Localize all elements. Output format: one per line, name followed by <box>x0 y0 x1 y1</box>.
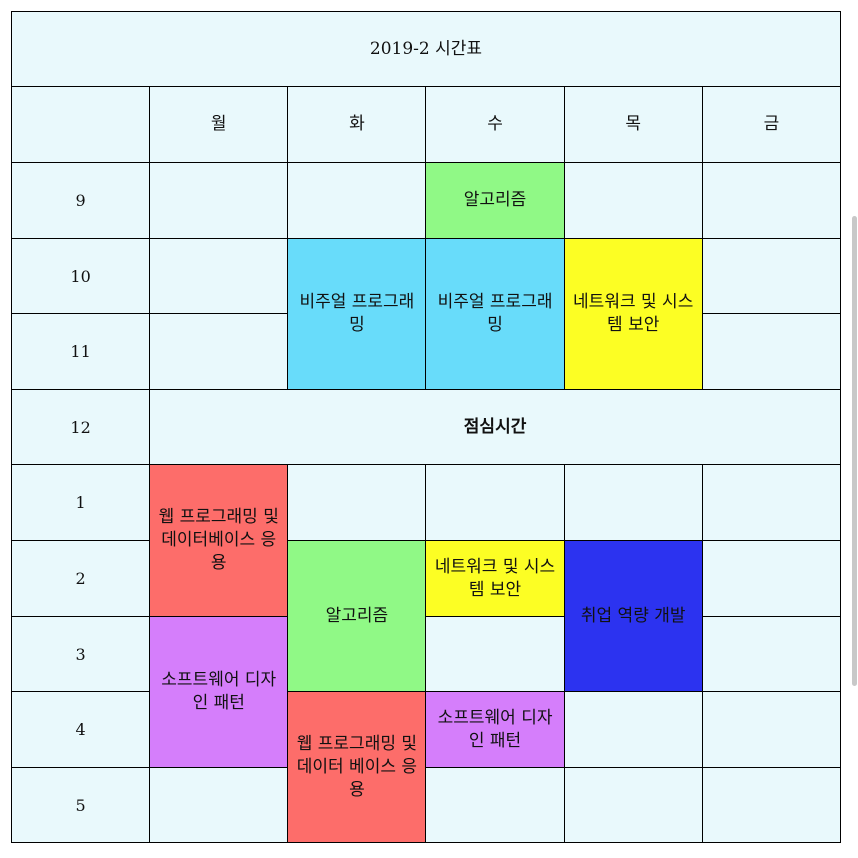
period-9: 9 <box>10 162 151 239</box>
class-design-pattern: 소프트웨어 디자인 패턴 <box>425 691 565 768</box>
lunch-break: 점심시간 <box>149 389 841 465</box>
class-career-development: 취업 역량 개발 <box>563 540 703 692</box>
class-algorithm: 알고리즘 <box>287 540 427 692</box>
class-web-programming: 웹 프로그래밍 및 데이터 베이스 응용 <box>287 691 427 843</box>
period-5: 5 <box>10 767 151 843</box>
day-header-mon: 월 <box>149 86 289 163</box>
empty-cell <box>425 464 565 541</box>
class-network-security: 네트워크 및 시스템 보안 <box>425 540 565 617</box>
empty-cell <box>563 464 703 541</box>
corner-cell <box>10 86 151 163</box>
class-web-programming: 웹 프로그래밍 및 데이터베이스 응용 <box>149 464 289 617</box>
day-header-thu: 목 <box>563 86 703 163</box>
empty-cell <box>701 767 842 843</box>
empty-cell <box>701 691 842 768</box>
empty-cell <box>563 162 703 239</box>
period-2: 2 <box>10 540 151 617</box>
empty-cell <box>563 691 703 768</box>
period-10: 10 <box>10 238 151 314</box>
empty-cell <box>149 767 289 843</box>
empty-cell <box>701 540 842 617</box>
period-1: 1 <box>10 464 151 541</box>
empty-cell <box>425 616 565 692</box>
class-algorithm: 알고리즘 <box>425 162 565 239</box>
period-11: 11 <box>10 313 151 390</box>
period-12: 12 <box>10 389 151 465</box>
empty-cell <box>701 238 842 314</box>
day-header-wed: 수 <box>425 86 565 163</box>
empty-cell <box>287 162 427 239</box>
empty-cell <box>149 238 289 314</box>
period-4: 4 <box>10 691 151 768</box>
empty-cell <box>563 767 703 843</box>
empty-cell <box>149 313 289 390</box>
empty-cell <box>701 162 842 239</box>
empty-cell <box>701 616 842 692</box>
timetable-title: 2019-2 시간표 <box>11 11 841 87</box>
timetable: 2019-2 시간표 월 화 수 목 금 9 알고리즘 10 비주얼 프로그래밍… <box>10 11 842 843</box>
class-network-security: 네트워크 및 시스템 보안 <box>563 238 703 390</box>
class-visual-programming: 비주얼 프로그래밍 <box>425 238 565 390</box>
empty-cell <box>425 767 565 843</box>
period-3: 3 <box>10 616 151 692</box>
class-design-pattern: 소프트웨어 디자인 패턴 <box>149 616 289 768</box>
scrollbar-track[interactable] <box>851 0 858 858</box>
scrollbar-thumb[interactable] <box>852 216 857 686</box>
day-header-tue: 화 <box>287 86 427 163</box>
empty-cell <box>149 162 289 239</box>
empty-cell <box>287 464 427 541</box>
day-header-fri: 금 <box>701 86 842 163</box>
class-visual-programming: 비주얼 프로그래밍 <box>287 238 427 390</box>
empty-cell <box>701 313 842 390</box>
empty-cell <box>701 464 842 541</box>
